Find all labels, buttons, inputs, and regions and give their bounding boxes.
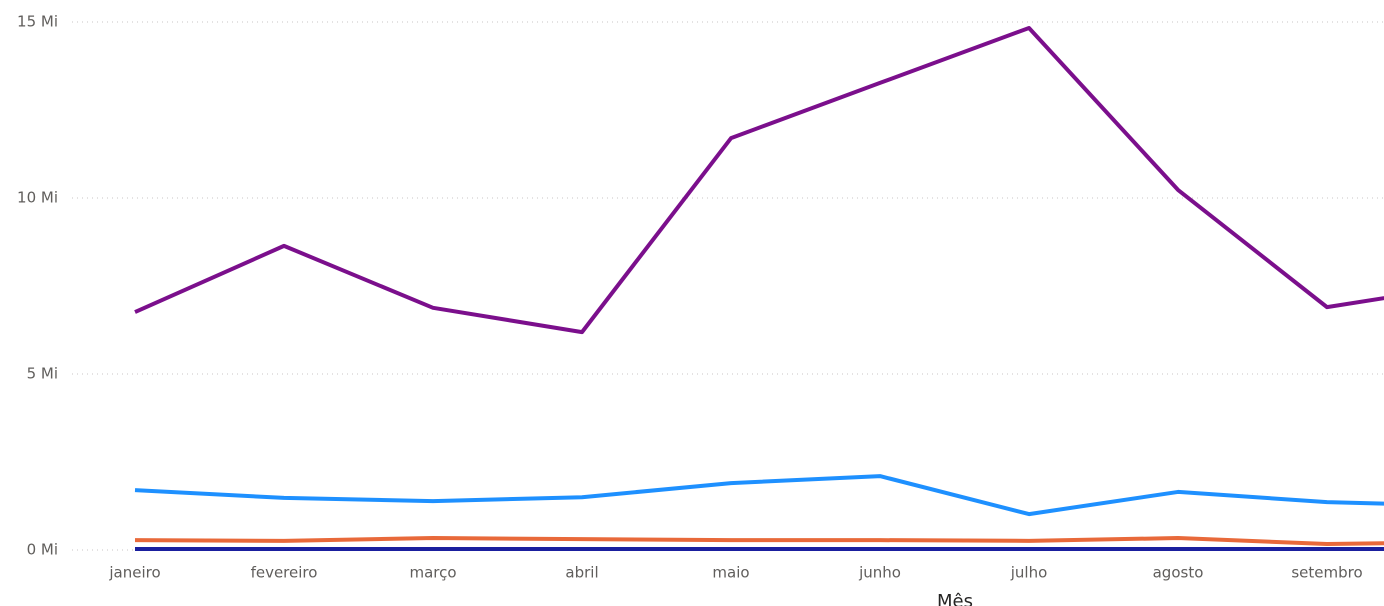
y-tick-label: 0 Mi: [27, 541, 58, 559]
x-tick-label: março: [409, 564, 456, 582]
series-line: [134, 474, 1384, 517]
x-axis-title: Mês: [937, 591, 973, 606]
x-tick-label: maio: [712, 564, 749, 582]
plot-area: [134, 25, 1384, 551]
x-tick-label: abril: [565, 564, 598, 582]
x-tick-label: agosto: [1153, 564, 1204, 582]
x-tick-label: setembro: [1291, 564, 1362, 582]
x-tick-label: fevereiro: [251, 564, 318, 582]
x-tick-label: janeiro: [108, 564, 160, 582]
y-tick-label: 5 Mi: [27, 365, 58, 383]
x-tick-label: junho: [858, 564, 901, 582]
series-line: [134, 536, 1384, 547]
y-tick-label: 15 Mi: [17, 13, 58, 31]
x-tick-label: julho: [1010, 564, 1048, 582]
y-tick-label: 10 Mi: [17, 189, 58, 207]
series-line: [134, 25, 1384, 335]
